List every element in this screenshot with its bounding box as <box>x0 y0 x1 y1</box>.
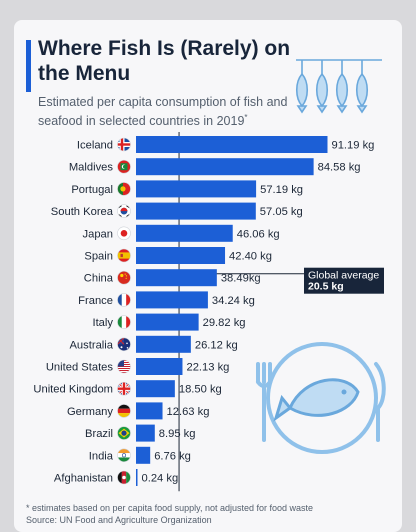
bar-china <box>136 269 217 287</box>
category-label-japan: Japan <box>83 228 113 240</box>
chart-title: Where Fish Is (Rarely) on the Menu <box>38 37 291 85</box>
value-label-united-states: 22.13 kg <box>186 362 229 374</box>
australia-flag-icon <box>117 337 131 352</box>
value-label-maldives: 84.58 kg <box>318 162 361 174</box>
bar-portugal <box>136 180 257 198</box>
united-states-flag-icon <box>117 359 131 374</box>
footnote-note: * estimates based on per capita food sup… <box>26 503 314 513</box>
value-label-spain: 42.40 kg <box>229 251 272 263</box>
chart-card: Where Fish Is (Rarely) on the Menu Estim… <box>14 20 402 532</box>
value-label-australia: 26.12 kg <box>195 339 238 351</box>
bar-united-states <box>136 358 183 375</box>
category-label-france: France <box>78 295 113 307</box>
japan-flag-icon <box>117 226 131 241</box>
value-label-portugal: 57.19 kg <box>260 184 303 196</box>
south-korea-flag-icon <box>117 204 131 218</box>
bars-group: Iceland 91.19 kg Maldives 84.58 kg Portugal 5… <box>33 136 374 486</box>
brazil-flag-icon <box>117 426 131 440</box>
value-label-india: 6.76 kg <box>154 450 191 462</box>
india-flag-icon <box>117 448 131 463</box>
bar-australia <box>136 335 191 353</box>
hanging-fish-icon <box>295 59 382 114</box>
category-label-south-korea: South Korea <box>51 206 114 218</box>
value-label-afghanistan: 0.24 kg <box>142 473 179 485</box>
value-label-south-korea: 57.05 kg <box>260 206 303 218</box>
bar-maldives <box>136 158 314 176</box>
plate-fish-icon <box>256 342 386 454</box>
footnote: * estimates based on per capita food sup… <box>26 502 396 526</box>
category-label-germany: Germany <box>67 406 113 418</box>
category-label-united-states: United States <box>46 362 114 374</box>
bar-afghanistan <box>136 469 138 486</box>
portugal-flag-icon <box>117 182 131 196</box>
value-label-italy: 29.82 kg <box>203 317 246 329</box>
bar-france <box>136 291 208 309</box>
china-flag-icon <box>117 270 131 285</box>
category-label-brazil: Brazil <box>85 428 113 440</box>
reference-callout <box>304 267 384 294</box>
spain-flag-icon <box>117 248 131 263</box>
category-label-portugal: Portugal <box>71 184 113 196</box>
bar-italy <box>136 313 199 331</box>
france-flag-icon <box>117 293 131 307</box>
italy-flag-icon <box>117 315 131 329</box>
reference-label: Global average <box>308 270 379 282</box>
reference-value: 20.5 kg <box>308 281 344 293</box>
category-label-india: India <box>89 450 114 462</box>
category-label-united-kingdom: United Kingdom <box>33 384 113 396</box>
value-label-france: 34.24 kg <box>212 295 255 307</box>
afghanistan-flag-icon <box>117 470 131 485</box>
value-label-germany: 12.63 kg <box>167 406 210 418</box>
category-label-afghanistan: Afghanistan <box>54 473 113 485</box>
title-accent-bar <box>26 40 31 92</box>
iceland-flag-icon <box>117 137 131 152</box>
subtitle-text: Estimated per capita consumption of fish… <box>38 95 288 129</box>
bar-iceland <box>136 136 328 153</box>
category-label-italy: Italy <box>92 317 113 329</box>
bar-spain <box>136 247 226 264</box>
bar-south-korea <box>136 202 256 220</box>
category-label-spain: Spain <box>84 251 113 263</box>
value-label-japan: 46.06 kg <box>237 228 280 240</box>
bar-united-kingdom <box>136 380 175 398</box>
value-label-brazil: 8.95 kg <box>159 428 196 440</box>
subtitle-mark: * <box>244 113 248 122</box>
germany-flag-icon <box>117 404 131 418</box>
category-label-australia: Australia <box>69 339 113 351</box>
bar-brazil <box>136 424 155 442</box>
bar-japan <box>136 224 233 242</box>
bar-india <box>136 446 151 464</box>
chart-subtitle: Estimated per capita consumption of fish… <box>38 94 318 129</box>
category-label-china: China <box>84 273 114 285</box>
category-label-iceland: Iceland <box>77 140 113 152</box>
bar-germany <box>136 402 163 420</box>
maldives-flag-icon <box>117 159 131 174</box>
value-label-china: 38.49kg <box>221 273 261 285</box>
united-kingdom-flag-icon <box>117 381 131 396</box>
value-label-united-kingdom: 18.50 kg <box>179 384 222 396</box>
category-label-maldives: Maldives <box>69 162 114 174</box>
footnote-source: Source: UN Food and Agriculture Organiza… <box>26 515 212 525</box>
value-label-iceland: 91.19 kg <box>331 140 374 152</box>
